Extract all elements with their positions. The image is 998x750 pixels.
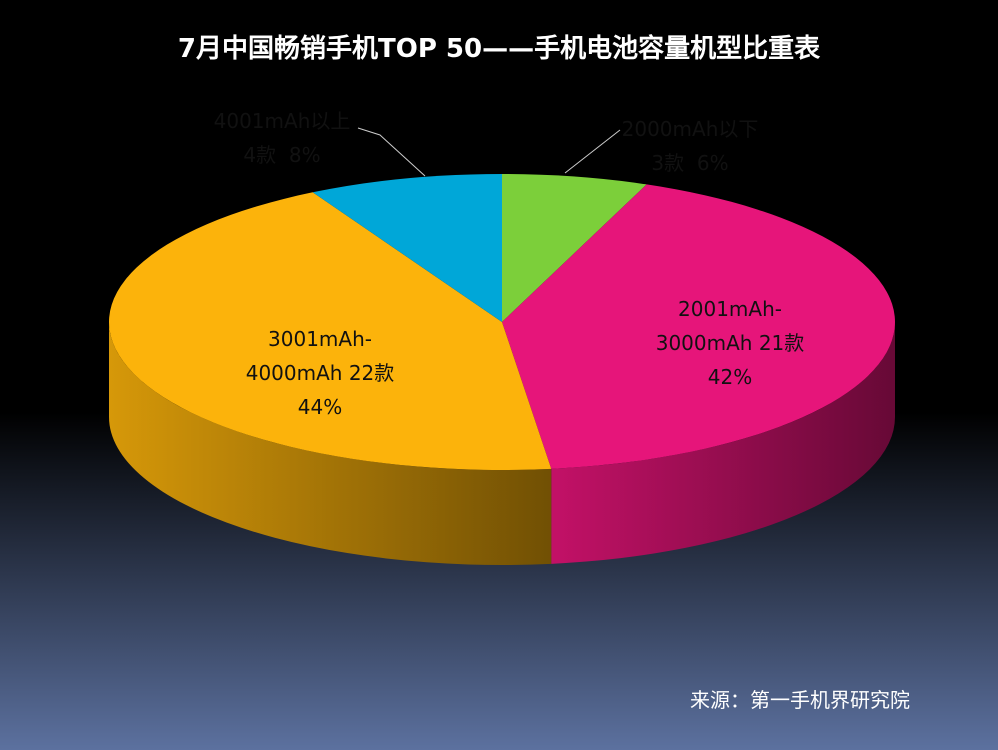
category-label: 2000mAh以下 — [621, 117, 759, 141]
pie-slice — [312, 174, 502, 322]
count-label: 21款 — [758, 331, 805, 355]
pie-side — [109, 322, 552, 565]
data-label: 3001mAh-4000mAh 22款 44% — [235, 322, 405, 424]
data-label: 4001mAh以上 4款 8% — [172, 104, 392, 172]
pie-slice — [502, 184, 896, 469]
value-label: 6% — [696, 151, 729, 175]
chart-title: 7月中国畅销手机TOP 50——手机电池容量机型比重表 — [177, 34, 821, 64]
data-label: 2001mAh-3000mAh 21款 42% — [645, 292, 815, 394]
leader-line — [357, 127, 426, 177]
value-label: 44% — [297, 395, 343, 419]
leader-line — [564, 129, 621, 174]
count-label: 4款 — [243, 143, 277, 167]
value-label: 8% — [288, 143, 321, 167]
pie-side — [551, 322, 895, 564]
category-label: 4001mAh以上 — [213, 109, 351, 133]
data-label: 2000mAh以下 3款 6% — [580, 112, 800, 180]
pie-slice — [502, 174, 647, 322]
category-label: 2001mAh-3000mAh — [655, 297, 782, 355]
source: 来源：第一手机界研究院 — [690, 688, 910, 712]
count-label: 22款 — [348, 361, 395, 385]
value-label: 42% — [707, 365, 753, 389]
category-label: 3001mAh-4000mAh — [245, 327, 372, 385]
pie-slice — [108, 192, 552, 470]
count-label: 3款 — [651, 151, 685, 175]
